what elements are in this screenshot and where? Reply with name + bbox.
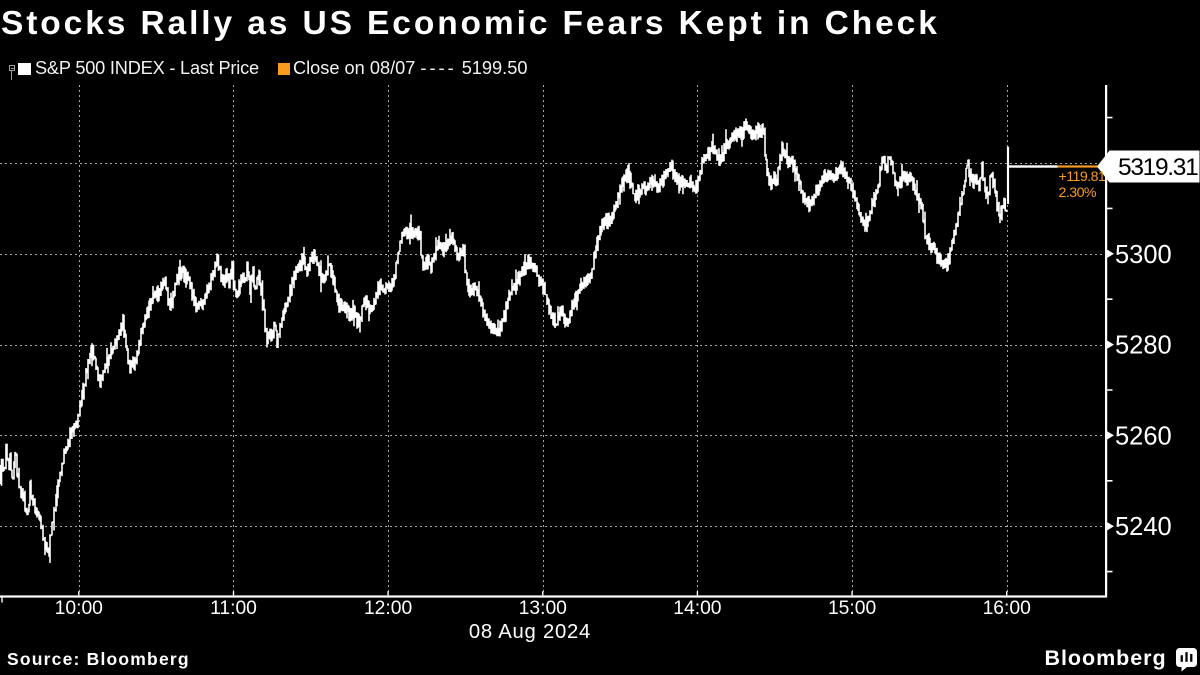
svg-text:5300: 5300 [1115, 241, 1172, 269]
svg-text:16:00: 16:00 [983, 598, 1031, 619]
svg-text:5319.31: 5319.31 [1118, 154, 1198, 181]
svg-text:13:00: 13:00 [519, 598, 567, 619]
svg-text:5280: 5280 [1115, 332, 1172, 360]
svg-text:+119.81: +119.81 [1059, 169, 1106, 185]
svg-text:5260: 5260 [1115, 422, 1172, 450]
svg-text:15:00: 15:00 [828, 598, 876, 619]
svg-text:5240: 5240 [1115, 513, 1172, 541]
svg-text:2.30%: 2.30% [1059, 185, 1097, 201]
svg-text:11:00: 11:00 [210, 598, 257, 619]
svg-text:08 Aug 2024: 08 Aug 2024 [469, 621, 591, 643]
svg-text:14:00: 14:00 [673, 598, 721, 619]
svg-text:12:00: 12:00 [364, 598, 412, 619]
svg-text:10:00: 10:00 [55, 598, 103, 619]
